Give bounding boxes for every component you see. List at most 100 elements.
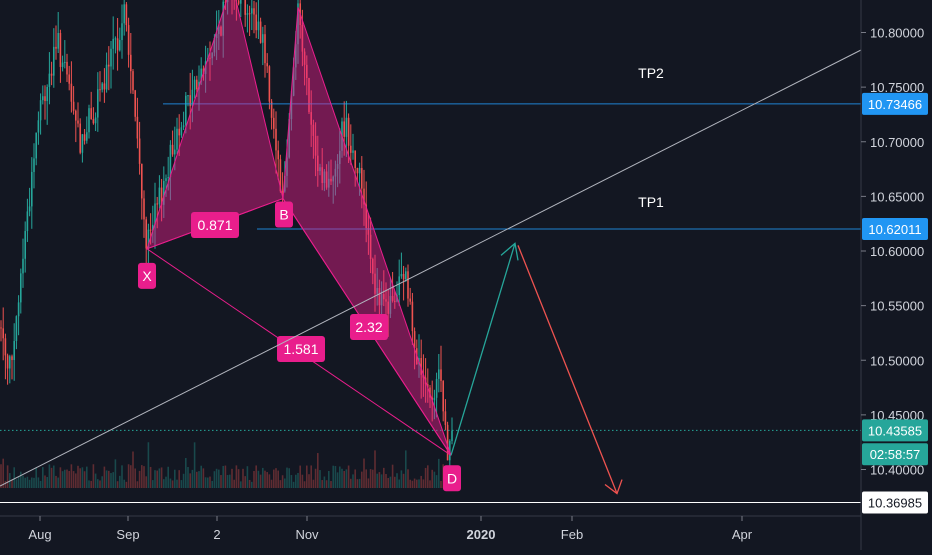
- volume-bar: [306, 466, 308, 488]
- ratio-label-2[interactable]: 1.581: [277, 336, 325, 362]
- price-axis-tick: 10.50000: [870, 353, 924, 368]
- volume-bar: [16, 479, 18, 488]
- volume-bar: [134, 468, 136, 488]
- candle-body: [346, 118, 348, 137]
- volume-bar: [117, 481, 119, 488]
- ratio-label-3[interactable]: 2.32: [350, 314, 388, 340]
- candle-body: [44, 96, 46, 101]
- volume-bar: [137, 481, 139, 488]
- volume-bar: [31, 478, 33, 488]
- volume-bar: [148, 442, 150, 488]
- candle-body: [117, 38, 119, 50]
- volume-bar: [396, 473, 398, 488]
- volume-bar: [431, 470, 433, 488]
- volume-bar: [20, 472, 22, 488]
- volume-bar: [405, 450, 407, 488]
- candle-body: [445, 411, 447, 425]
- volume-bar: [185, 458, 187, 488]
- volume-bar: [73, 471, 75, 488]
- candle-body: [93, 119, 95, 123]
- point-label-d[interactable]: D: [443, 465, 461, 491]
- candle-body: [27, 211, 29, 231]
- volume-bar: [302, 475, 304, 488]
- candle-body: [405, 271, 407, 279]
- candle-body: [438, 369, 440, 378]
- candle-body: [121, 23, 123, 40]
- volume-bar: [233, 480, 235, 488]
- candle-body: [40, 100, 42, 120]
- volume-bar: [427, 465, 429, 488]
- candle-body: [145, 219, 147, 248]
- volume-bar: [77, 466, 79, 488]
- candle-body: [269, 66, 271, 101]
- candle-body: [352, 150, 354, 152]
- candle-body: [442, 381, 444, 411]
- candle-body: [106, 65, 108, 90]
- candle-body: [262, 34, 264, 43]
- volume-bar: [209, 477, 211, 488]
- candle-body: [185, 96, 187, 126]
- volume-bar: [143, 466, 145, 488]
- volume-bar: [194, 442, 196, 488]
- volume-bar: [51, 468, 53, 488]
- volume-bar: [231, 469, 233, 488]
- volume-bar: [299, 466, 301, 488]
- volume-bar: [112, 472, 114, 488]
- ratio-label-2-text: 1.581: [283, 341, 318, 357]
- candle-body: [71, 84, 73, 102]
- volume-bar: [141, 465, 143, 488]
- candle-body: [440, 369, 442, 380]
- point-label-x-text: X: [142, 268, 152, 284]
- volume-bar: [434, 472, 436, 488]
- volume-bar: [5, 481, 7, 488]
- volume-bar: [181, 480, 183, 488]
- volume-bar: [359, 479, 361, 488]
- candle-body: [434, 398, 436, 400]
- candle-body: [123, 4, 125, 23]
- volume-bar: [313, 480, 315, 488]
- volume-bar: [145, 476, 147, 488]
- candle-body: [178, 129, 180, 136]
- candle-body: [407, 271, 409, 298]
- volume-bar: [255, 465, 257, 488]
- candle-body: [361, 168, 363, 189]
- volume-bar: [324, 477, 326, 488]
- volume-bar: [280, 480, 282, 488]
- candle-body: [53, 47, 55, 76]
- volume-bar: [71, 464, 73, 488]
- volume-bar: [229, 475, 231, 488]
- time-axis-tick: Nov: [295, 527, 319, 542]
- volume-bar: [165, 477, 167, 488]
- point-label-x[interactable]: X: [138, 263, 156, 289]
- volume-bar: [115, 459, 117, 488]
- volume-bar: [357, 479, 359, 488]
- volume-bar: [412, 481, 414, 488]
- volume-bar: [68, 471, 70, 488]
- ratio-label-1[interactable]: 0.871: [191, 212, 239, 238]
- point-label-b[interactable]: B: [275, 202, 293, 228]
- volume-bar: [189, 473, 191, 488]
- candle-body: [104, 83, 106, 89]
- candle-body: [20, 273, 22, 302]
- volume-bar: [361, 472, 363, 488]
- price-axis-label-1: 10.73466: [862, 93, 928, 115]
- volume-bar: [271, 480, 273, 488]
- volume-bar: [84, 471, 86, 488]
- time-axis-tick: Aug: [28, 527, 51, 542]
- volume-bar: [38, 477, 40, 488]
- candle-body: [101, 83, 103, 89]
- candle-body: [108, 65, 110, 67]
- volume-bar: [24, 478, 26, 488]
- volume-bar: [66, 470, 68, 488]
- volume-bar: [222, 466, 224, 488]
- time-axis-tick: 2020: [467, 527, 496, 542]
- volume-bar: [335, 466, 337, 488]
- volume-bar: [225, 466, 227, 488]
- volume-bar: [390, 477, 392, 488]
- volume-bar: [409, 480, 411, 488]
- volume-bar: [211, 481, 213, 488]
- candle-body: [264, 34, 266, 63]
- candle-body: [57, 33, 59, 49]
